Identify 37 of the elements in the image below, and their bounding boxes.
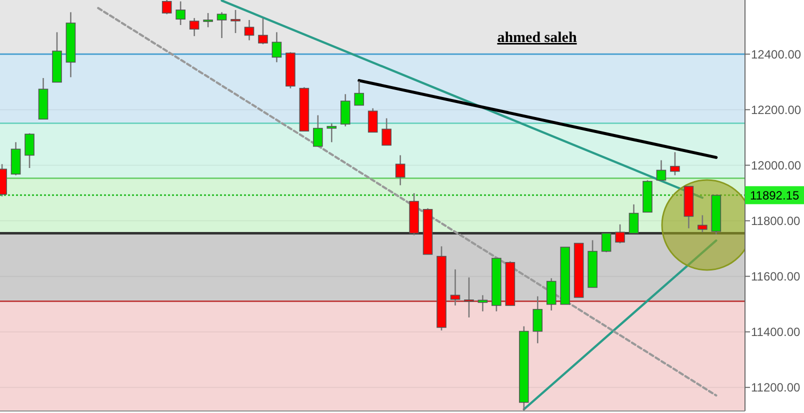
y-tick-label: 12400.00: [751, 47, 802, 62]
candlestick: [368, 108, 378, 133]
y-tick-label: 11800.00: [751, 214, 800, 228]
candlestick: [546, 278, 556, 312]
candlestick: [354, 80, 364, 106]
ref-line-label: 11892.15: [750, 188, 800, 202]
candlestick: [450, 268, 460, 306]
candlestick: [258, 17, 268, 45]
candlestick: [464, 276, 474, 318]
candlestick: [615, 224, 625, 244]
candlestick: [244, 19, 254, 41]
y-tick-label: 11600.00: [751, 270, 800, 284]
candlestick: [628, 204, 639, 234]
candlestick: [532, 296, 543, 344]
candlestick: [203, 12, 213, 28]
candlestick: [313, 114, 323, 147]
candlestick: [162, 0, 172, 15]
y-tick-label: 12200.00: [751, 102, 802, 117]
candlestick: [601, 232, 612, 253]
candlestick: [216, 12, 227, 39]
candlestick: [395, 154, 406, 186]
candlestick: [326, 122, 337, 143]
candlestick: [382, 118, 392, 146]
candlestick: [670, 152, 680, 176]
candlestick: [189, 17, 200, 37]
candlestick: [478, 294, 488, 312]
candlestick: [272, 32, 282, 63]
y-tick-label: 11200.00: [751, 380, 800, 395]
y-tick-label: 11400.00: [751, 325, 800, 340]
candlestick: [230, 9, 240, 34]
candlestick: [24, 132, 34, 169]
y-tick-label: 12000.00: [751, 158, 802, 172]
candlestick: [656, 160, 666, 181]
candlestick: [698, 214, 708, 233]
annotation: ahmed saleh: [497, 30, 578, 46]
candlestick: [176, 0, 186, 26]
candlestick: [340, 93, 350, 128]
